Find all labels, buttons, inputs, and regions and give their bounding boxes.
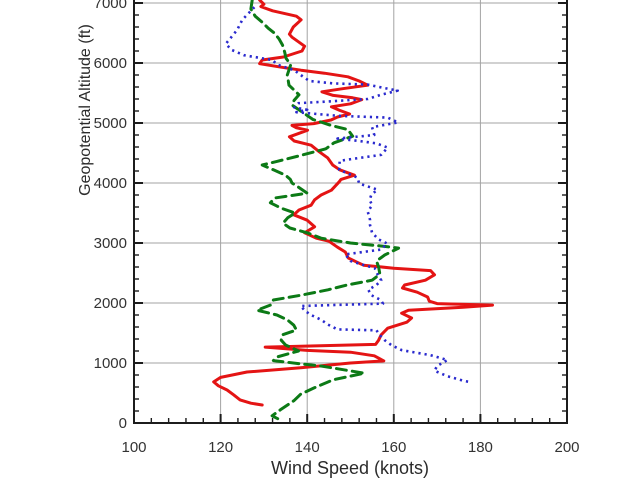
x-tick-label-180: 180 <box>468 439 493 456</box>
x-tick-label-120: 120 <box>208 439 233 456</box>
x-tick-label-200: 200 <box>554 439 579 456</box>
y-tick-label-6000: 6000 <box>94 55 127 72</box>
x-axis-title: Wind Speed (knots) <box>271 458 429 478</box>
y-tick-label-0: 0 <box>119 415 127 432</box>
series-path-wind-profile-red-solid <box>212 0 494 407</box>
series-layer <box>212 0 494 421</box>
series-path-wind-profile-blue-dotted <box>224 6 472 384</box>
y-axis-title: Geopotential Altitude (ft) <box>77 24 94 196</box>
x-tick-label-100: 100 <box>121 439 146 456</box>
tick-label-layer: 100 120 140 160 180 2000100020003000400050006… <box>94 0 580 456</box>
y-tick-label-5000: 5000 <box>94 115 127 132</box>
series-path-wind-profile-green-dashed <box>249 0 401 421</box>
y-tick-label-2000: 2000 <box>94 295 127 312</box>
x-tick-label-160: 160 <box>381 439 406 456</box>
y-tick-label-3000: 3000 <box>94 235 127 252</box>
y-tick-label-7000: 7000 <box>94 0 127 12</box>
y-tick-label-1000: 1000 <box>94 355 127 372</box>
grid-layer <box>134 0 567 423</box>
x-tick-label-140: 140 <box>295 439 320 456</box>
axis-layer <box>133 0 568 424</box>
y-tick-label-4000: 4000 <box>94 175 127 192</box>
